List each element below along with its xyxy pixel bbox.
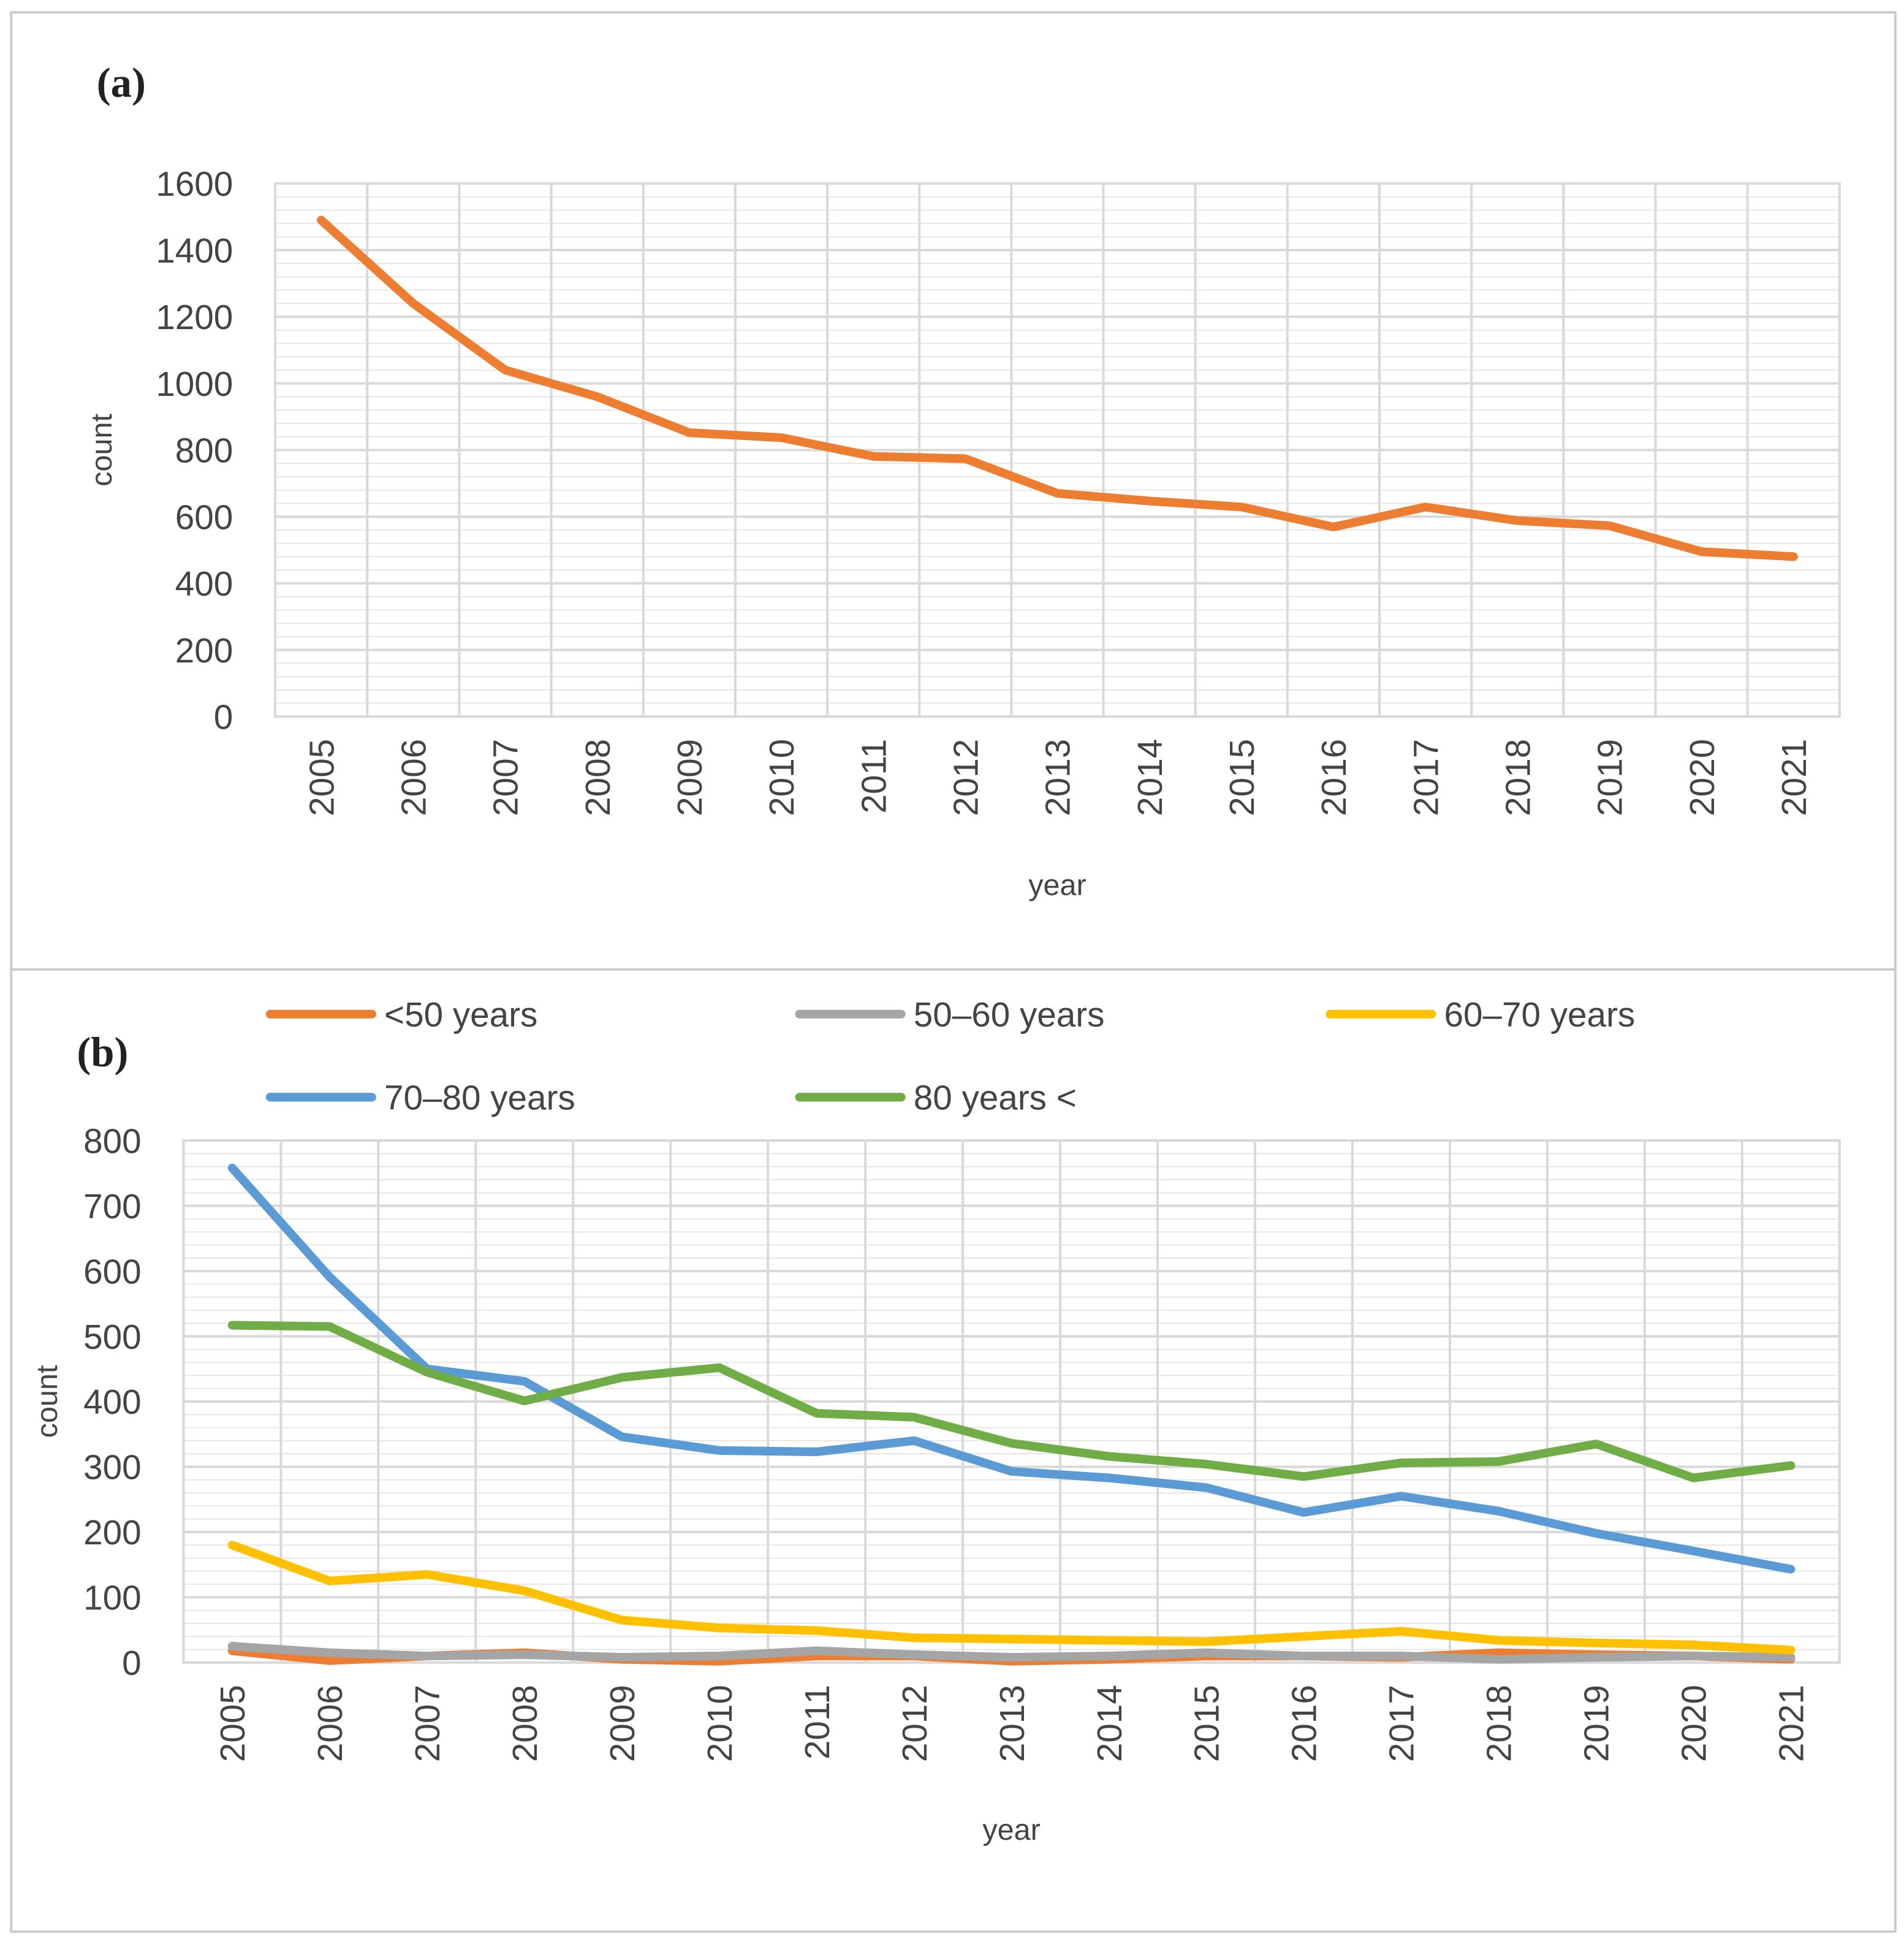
y-tick-label: 1600 bbox=[156, 165, 233, 204]
legend-label: 80 years < bbox=[914, 1079, 1077, 1118]
x-tick-label: 2017 bbox=[1383, 1685, 1422, 1762]
y-tick-label: 600 bbox=[175, 498, 233, 537]
legend-item: 70–80 years bbox=[265, 1079, 575, 1118]
x-tick-label: 2006 bbox=[395, 739, 434, 816]
plot-area bbox=[274, 182, 1841, 718]
x-tick-label: 2013 bbox=[1039, 739, 1078, 816]
series-line-50-60-years bbox=[227, 1642, 1796, 1664]
x-tick-label: 2014 bbox=[1131, 739, 1170, 816]
y-tick-label: 1200 bbox=[156, 298, 233, 337]
series-line-70-80-years bbox=[227, 1163, 1796, 1574]
x-tick-label: 2016 bbox=[1315, 739, 1354, 816]
series-line-count bbox=[317, 216, 1798, 561]
x-tick-label: 2018 bbox=[1499, 739, 1538, 816]
x-tick-label: 2017 bbox=[1407, 739, 1446, 816]
x-tick-label: 2008 bbox=[579, 739, 618, 816]
x-tick-label: 2014 bbox=[1091, 1685, 1129, 1762]
legend-item: <50 years bbox=[265, 996, 537, 1034]
y-tick-label: 600 bbox=[83, 1253, 141, 1291]
x-tick-label: 2005 bbox=[214, 1685, 252, 1762]
legend-item: 60–70 years bbox=[1326, 996, 1636, 1034]
x-tick-label: 2015 bbox=[1223, 739, 1262, 816]
x-axis-title: year bbox=[982, 1813, 1040, 1846]
x-tick-label: 2010 bbox=[763, 739, 802, 816]
legend-item: 50–60 years bbox=[795, 996, 1105, 1034]
y-tick-label: 100 bbox=[83, 1579, 141, 1618]
panel-b-chart: (b) 0 100 200 300 400 500 600 700 800 2005 2006 2007… bbox=[31, 996, 1841, 1846]
x-tick-label: 2018 bbox=[1481, 1685, 1519, 1762]
x-tick-label: 2006 bbox=[311, 1685, 350, 1762]
panel-a-chart: (a) 0 200 400 600 800 1000 1200 1400 1600 2005 2006… bbox=[85, 59, 1841, 902]
x-tick-label: 2012 bbox=[896, 1685, 935, 1762]
x-tick-label: 2019 bbox=[1578, 1685, 1617, 1762]
y-tick-label: 400 bbox=[83, 1383, 141, 1422]
legend-label: 60–70 years bbox=[1444, 996, 1636, 1034]
y-tick-label: 400 bbox=[175, 565, 233, 604]
x-tick-label: 2021 bbox=[1773, 1685, 1811, 1762]
legend-label: <50 years bbox=[384, 996, 537, 1034]
x-tick-label: 2012 bbox=[947, 739, 986, 816]
x-tick-label: 2013 bbox=[993, 1685, 1032, 1762]
y-axis-title: count bbox=[85, 413, 118, 486]
series-line-60-70-years bbox=[227, 1541, 1796, 1655]
series-line-80-years- bbox=[227, 1321, 1796, 1482]
x-tick-label: 2015 bbox=[1188, 1685, 1227, 1762]
y-tick-label: 200 bbox=[175, 632, 233, 670]
x-axis-title: year bbox=[1028, 869, 1086, 902]
x-tick-label: 2007 bbox=[487, 739, 526, 816]
panel-label: (a) bbox=[97, 59, 146, 106]
x-tick-label: 2020 bbox=[1683, 739, 1722, 816]
y-tick-label: 1000 bbox=[156, 365, 233, 404]
x-tick-label: 2009 bbox=[671, 739, 710, 816]
x-tick-label: 2008 bbox=[506, 1685, 545, 1762]
y-tick-label: 700 bbox=[83, 1188, 141, 1226]
x-tick-label: 2016 bbox=[1286, 1685, 1324, 1762]
x-tick-label: 2011 bbox=[798, 1685, 837, 1759]
x-tick-label: 2009 bbox=[604, 1685, 642, 1762]
y-axis-title: count bbox=[31, 1365, 64, 1438]
panel-label: (b) bbox=[77, 1029, 128, 1076]
y-tick-label: 0 bbox=[122, 1644, 141, 1683]
x-tick-label: 2010 bbox=[701, 1685, 740, 1762]
legend-item: 80 years < bbox=[795, 1079, 1077, 1118]
y-tick-label: 0 bbox=[214, 699, 233, 737]
y-tick-label: 800 bbox=[83, 1122, 141, 1161]
legend-label: 70–80 years bbox=[384, 1079, 575, 1118]
x-tick-label: 2007 bbox=[409, 1685, 447, 1762]
x-tick-label: 2005 bbox=[303, 739, 341, 816]
legend-label: 50–60 years bbox=[914, 996, 1105, 1034]
x-tick-label: 2021 bbox=[1775, 739, 1814, 816]
x-tick-label: 2020 bbox=[1675, 1685, 1714, 1762]
x-tick-label: 2011 bbox=[855, 739, 893, 814]
figure-border bbox=[10, 11, 1897, 1933]
y-tick-label: 200 bbox=[83, 1514, 141, 1552]
y-tick-label: 500 bbox=[83, 1318, 141, 1357]
x-tick-label: 2019 bbox=[1591, 739, 1630, 816]
y-tick-label: 300 bbox=[83, 1449, 141, 1487]
y-tick-label: 1400 bbox=[156, 232, 233, 270]
y-tick-label: 800 bbox=[175, 432, 233, 471]
